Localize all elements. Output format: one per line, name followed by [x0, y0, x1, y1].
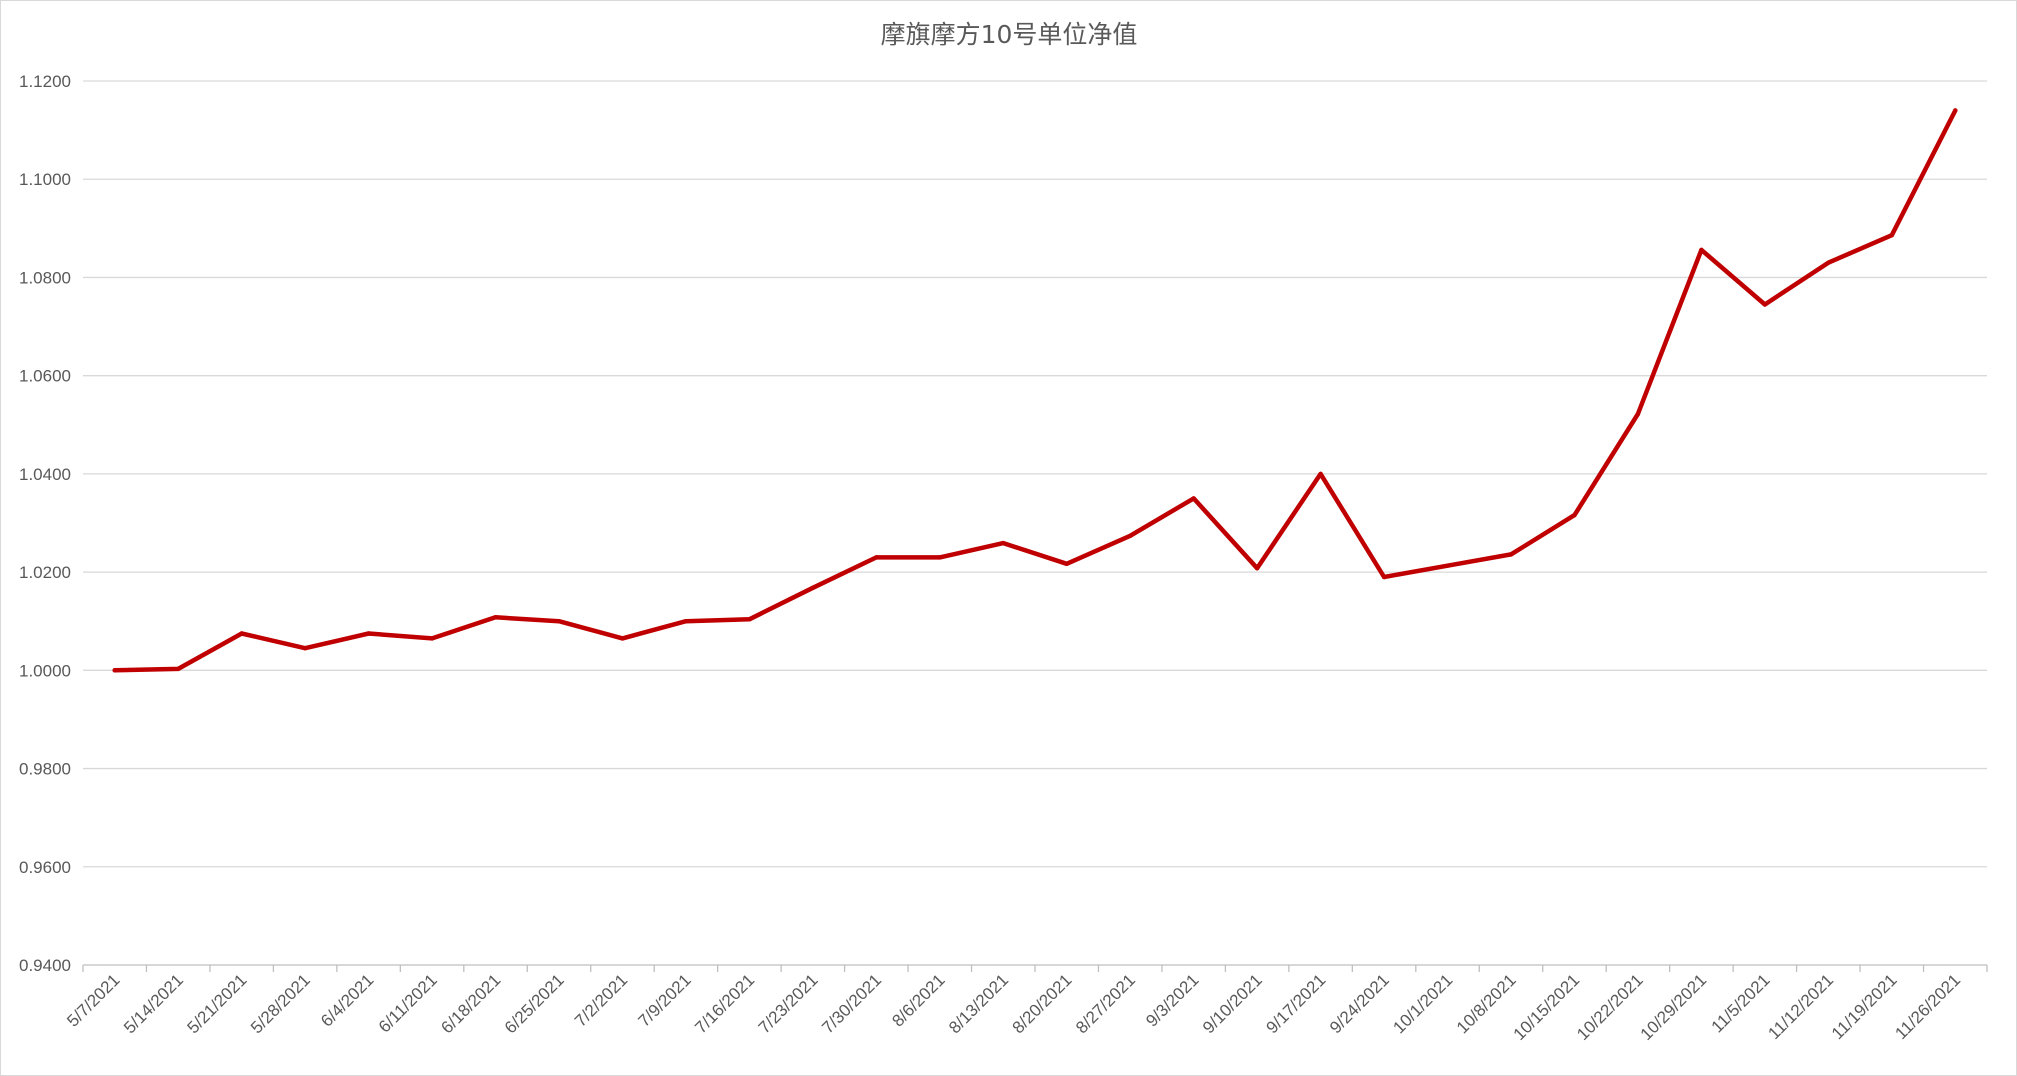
- x-tick-label: 7/9/2021: [635, 970, 695, 1030]
- data-point: [1572, 512, 1577, 518]
- x-tick-label: 7/2/2021: [571, 970, 631, 1030]
- x-tick-label: 11/26/2021: [1891, 970, 1964, 1043]
- x-tick-label: 10/8/2021: [1453, 970, 1520, 1037]
- data-point: [1889, 233, 1895, 238]
- data-point: [1001, 540, 1006, 546]
- data-point: [176, 666, 181, 672]
- x-tick-label: 7/23/2021: [755, 970, 822, 1037]
- x-tick-label: 11/5/2021: [1708, 970, 1774, 1036]
- x-tick-label: 6/4/2021: [317, 970, 377, 1030]
- x-tick-label: 10/1/2021: [1389, 970, 1456, 1037]
- data-point: [1762, 302, 1768, 307]
- data-point: [620, 636, 625, 641]
- data-point: [1128, 533, 1133, 538]
- data-point: [556, 619, 562, 624]
- chart-title: 摩旗摩方10号单位净值: [881, 20, 1138, 49]
- x-tick-label: 6/11/2021: [375, 970, 441, 1036]
- data-point: [1064, 561, 1069, 566]
- x-tick-label: 10/15/2021: [1510, 970, 1584, 1044]
- data-point: [1191, 496, 1196, 501]
- x-tick-label: 5/7/2021: [63, 970, 123, 1030]
- x-tick-label: 8/27/2021: [1072, 970, 1139, 1037]
- y-tick-label: 1.0800: [19, 268, 71, 287]
- data-point: [429, 636, 435, 641]
- x-tick-label: 6/18/2021: [437, 970, 504, 1037]
- data-point: [493, 615, 498, 620]
- data-point: [1254, 565, 1260, 571]
- data-point: [1381, 574, 1387, 580]
- x-tick-label: 9/10/2021: [1199, 970, 1266, 1037]
- y-axis: 0.9400 0.9600 0.9800 1.0000 1.0200 1.0400 1.06…: [19, 72, 71, 975]
- series-layer: [112, 108, 1958, 673]
- series-line: [112, 108, 1958, 673]
- y-tick-label: 0.9800: [19, 760, 71, 779]
- x-tick-label: 11/19/2021: [1828, 970, 1901, 1043]
- x-tick-label: 5/28/2021: [247, 970, 314, 1037]
- x-tick-label: 8/13/2021: [945, 970, 1012, 1037]
- data-point: [112, 668, 117, 673]
- data-point: [302, 646, 308, 651]
- x-tick-label: 8/20/2021: [1009, 970, 1076, 1037]
- y-tick-label: 0.9600: [19, 858, 71, 877]
- data-point: [1953, 108, 1958, 113]
- y-tick-label: 1.0400: [19, 465, 71, 484]
- x-tick-label: 9/3/2021: [1142, 970, 1202, 1030]
- x-tick-label: 10/22/2021: [1573, 970, 1647, 1044]
- data-point: [747, 617, 752, 622]
- data-point: [874, 555, 879, 560]
- x-tick-label: 6/25/2021: [501, 970, 568, 1037]
- data-point: [239, 631, 244, 636]
- data-point: [1699, 247, 1704, 253]
- data-point: [1508, 552, 1514, 557]
- x-tick-label: 8/6/2021: [888, 970, 948, 1030]
- x-tick-label: 11/12/2021: [1764, 970, 1837, 1043]
- data-point: [1318, 471, 1323, 477]
- x-tick-label: 9/17/2021: [1263, 970, 1330, 1037]
- data-point: [1635, 411, 1641, 417]
- y-tick-label: 1.0600: [19, 367, 71, 386]
- data-point: [366, 631, 371, 636]
- y-tick-label: 0.9400: [19, 956, 71, 975]
- data-point: [810, 585, 816, 591]
- x-tick-label: 5/21/2021: [184, 970, 251, 1037]
- y-tick-label: 1.0200: [19, 563, 71, 582]
- gridlines: [83, 80, 1987, 868]
- x-tick-label: 7/16/2021: [691, 970, 758, 1037]
- x-tick-label: 7/30/2021: [818, 970, 885, 1037]
- x-tick-label: 10/29/2021: [1637, 970, 1711, 1044]
- y-tick-label: 1.0000: [19, 661, 71, 680]
- y-tick-label: 1.1000: [19, 170, 71, 189]
- data-point: [937, 555, 942, 560]
- x-tick-label: 9/24/2021: [1326, 970, 1393, 1037]
- data-point: [1826, 260, 1831, 265]
- x-tick-label: 5/14/2021: [120, 970, 187, 1037]
- data-point: [683, 619, 689, 624]
- data-point: [1445, 563, 1450, 568]
- y-tick-label: 1.1200: [19, 72, 71, 91]
